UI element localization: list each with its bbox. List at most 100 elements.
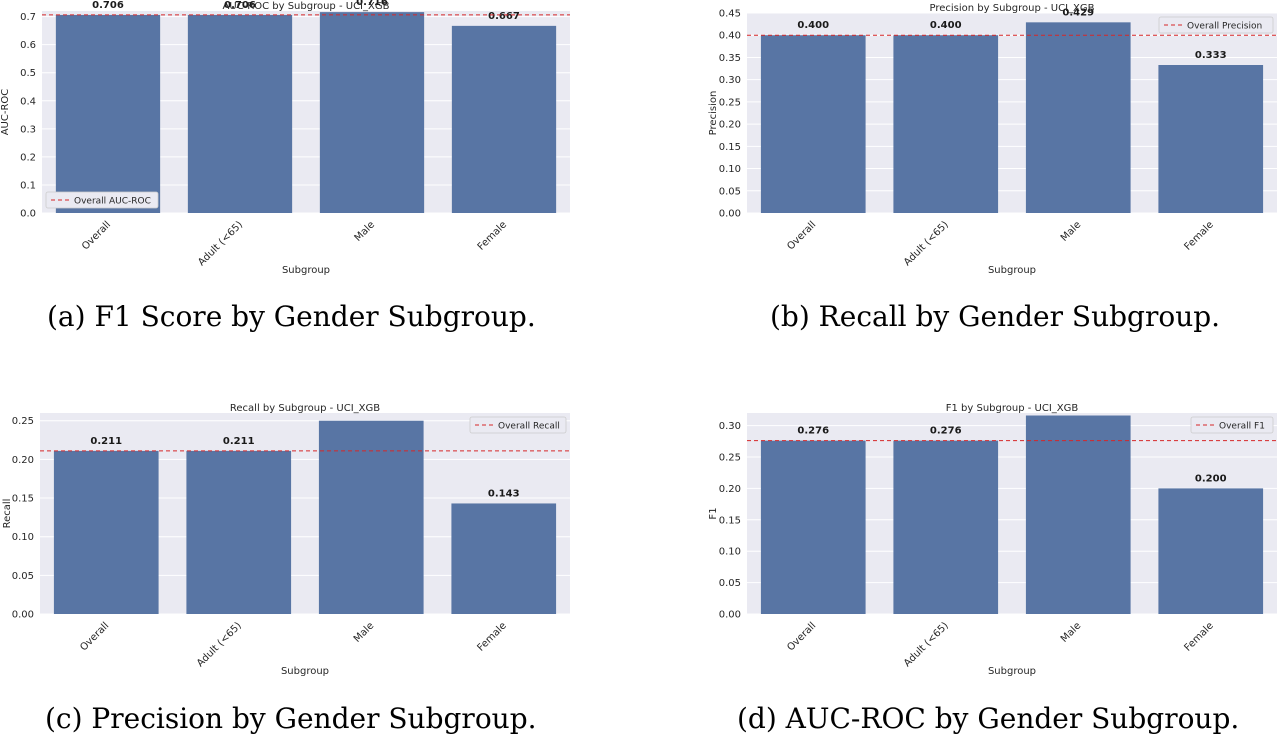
y-tick-label: 0.3 bbox=[20, 124, 36, 135]
y-tick-label: 0.15 bbox=[719, 142, 741, 153]
y-tick-label: 0.15 bbox=[719, 515, 741, 526]
x-axis-label: Subgroup bbox=[988, 666, 1036, 677]
x-tick-label: Adult (<65) bbox=[195, 620, 244, 669]
y-tick-label: 0.0 bbox=[20, 209, 36, 220]
y-tick-label: 0.25 bbox=[719, 97, 741, 108]
bar bbox=[451, 503, 557, 614]
x-tick-label: Adult (<65) bbox=[902, 219, 951, 268]
x-axis-label: Subgroup bbox=[988, 265, 1036, 276]
y-tick-label: 0.7 bbox=[20, 12, 36, 23]
y-tick-label: 0.6 bbox=[20, 40, 36, 51]
bar bbox=[186, 450, 292, 614]
bar bbox=[187, 14, 293, 213]
x-axis-label: Subgroup bbox=[281, 666, 329, 677]
y-tick-label: 0.4 bbox=[20, 96, 36, 107]
y-tick-label: 0.10 bbox=[719, 164, 741, 175]
y-tick-label: 0.35 bbox=[719, 53, 741, 64]
y-tick-label: 0.20 bbox=[719, 120, 741, 131]
value-label: 0.211 bbox=[90, 436, 122, 447]
y-tick-label: 0.30 bbox=[719, 75, 741, 86]
y-tick-label: 0.10 bbox=[12, 532, 34, 543]
value-label: 0.667 bbox=[488, 11, 520, 22]
value-label: 0.276 bbox=[930, 426, 962, 437]
x-tick-label: Adult (<65) bbox=[196, 219, 245, 268]
y-tick-label: 0.25 bbox=[719, 452, 741, 463]
y-tick-label: 0.2 bbox=[20, 152, 36, 163]
y-axis-label: F1 bbox=[708, 507, 719, 519]
y-axis-label: Precision bbox=[708, 91, 719, 136]
legend bbox=[1158, 16, 1274, 34]
bar bbox=[760, 440, 866, 614]
bar bbox=[53, 450, 159, 614]
y-axis-label: Recall bbox=[2, 499, 13, 529]
value-label: 0.200 bbox=[1195, 473, 1227, 484]
y-tick-label: 0.00 bbox=[12, 610, 34, 621]
bar bbox=[760, 35, 866, 213]
x-tick-label: Female bbox=[1183, 620, 1216, 653]
y-tick-label: 0.15 bbox=[12, 494, 34, 505]
legend bbox=[469, 416, 567, 434]
y-tick-label: 0.5 bbox=[20, 68, 36, 79]
value-label: 0.716 bbox=[356, 0, 388, 8]
value-label: 0.429 bbox=[1062, 7, 1094, 18]
x-tick-label: Female bbox=[1183, 219, 1216, 252]
x-tick-label: Female bbox=[476, 620, 509, 653]
y-tick-label: 0.45 bbox=[719, 9, 741, 20]
y-tick-label: 0.25 bbox=[12, 416, 34, 427]
value-label: 0.706 bbox=[224, 0, 256, 11]
bar bbox=[893, 440, 999, 614]
value-label: 0.706 bbox=[92, 0, 124, 11]
y-tick-label: 0.05 bbox=[719, 186, 741, 197]
y-tick-label: 0.10 bbox=[719, 547, 741, 558]
x-tick-label: Adult (<65) bbox=[902, 620, 951, 669]
bar bbox=[1158, 65, 1264, 213]
chart-title: Recall by Subgroup - UCI_XGB bbox=[230, 403, 380, 414]
x-tick-label: Overall bbox=[785, 219, 818, 252]
chart-title: AUC-ROC by Subgroup - UCI_XGB bbox=[223, 1, 390, 12]
chart-title: F1 by Subgroup - UCI_XGB bbox=[946, 403, 1079, 414]
x-tick-label: Female bbox=[476, 219, 509, 252]
y-tick-label: 0.20 bbox=[719, 484, 741, 495]
y-tick-label: 0.20 bbox=[12, 455, 34, 466]
bar bbox=[319, 12, 425, 213]
bar bbox=[55, 14, 161, 213]
y-tick-label: 0.05 bbox=[12, 571, 34, 582]
y-tick-label: 0.05 bbox=[719, 578, 741, 589]
x-tick-label: Overall bbox=[785, 620, 818, 653]
chart-title: Precision by Subgroup - UCI_XGB bbox=[930, 3, 1095, 14]
x-tick-label: Male bbox=[352, 620, 377, 645]
legend-label: Overall AUC-ROC bbox=[74, 197, 151, 207]
value-label: 0.333 bbox=[1195, 50, 1227, 61]
value-label: 0.400 bbox=[797, 20, 829, 31]
x-axis-label: Subgroup bbox=[282, 265, 330, 276]
legend-label: Overall F1 bbox=[1219, 422, 1265, 432]
y-tick-label: 0.40 bbox=[719, 31, 741, 42]
legend-label: Overall Precision bbox=[1187, 22, 1262, 32]
value-label: 0.143 bbox=[488, 488, 520, 499]
value-label: 0.276 bbox=[797, 426, 829, 437]
caption-d: (d) AUC-ROC by Gender Subgroup. bbox=[737, 702, 1240, 735]
legend bbox=[45, 191, 159, 209]
y-tick-label: 0.00 bbox=[719, 610, 741, 621]
caption-c: (c) Precision by Gender Subgroup. bbox=[45, 702, 537, 735]
bar bbox=[451, 25, 557, 213]
bar bbox=[1025, 22, 1131, 214]
caption-a: (a) F1 Score by Gender Subgroup. bbox=[47, 300, 536, 333]
x-tick-label: Male bbox=[353, 219, 378, 244]
y-tick-label: 0.00 bbox=[719, 209, 741, 220]
value-label: 0.400 bbox=[930, 20, 962, 31]
caption-b: (b) Recall by Gender Subgroup. bbox=[770, 300, 1221, 333]
x-tick-label: Male bbox=[1059, 620, 1084, 645]
x-tick-label: Male bbox=[1059, 219, 1084, 244]
y-tick-label: 0.1 bbox=[20, 180, 36, 191]
legend-label: Overall Recall bbox=[498, 422, 560, 432]
x-tick-label: Overall bbox=[80, 219, 113, 252]
y-tick-label: 0.30 bbox=[719, 421, 741, 432]
bar bbox=[318, 420, 424, 614]
value-label: 0.211 bbox=[223, 436, 255, 447]
legend bbox=[1190, 416, 1274, 434]
bar bbox=[893, 35, 999, 213]
bar bbox=[1025, 415, 1131, 614]
bar bbox=[1158, 488, 1264, 614]
